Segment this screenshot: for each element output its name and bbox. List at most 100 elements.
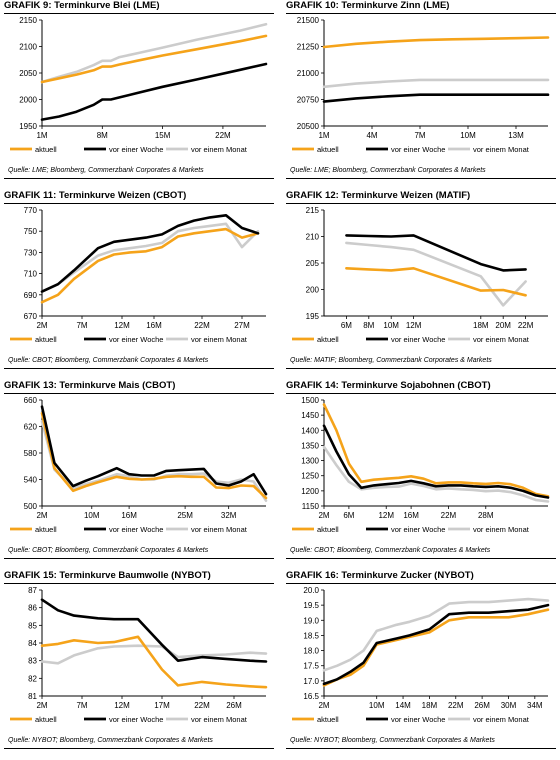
legend-label: vor einer Woche	[391, 525, 445, 534]
y-tick-label: 660	[24, 396, 38, 405]
bottom-rule	[4, 178, 274, 179]
chart-source: Quelle: CBOT; Bloomberg, Commerzbank Cor…	[8, 547, 209, 554]
x-tick-label: 1M	[36, 131, 47, 140]
legend-label: aktuell	[35, 335, 57, 344]
series-line-aktuell	[40, 635, 268, 689]
y-tick-label: 200	[306, 286, 320, 295]
y-tick-label: 1400	[301, 426, 319, 435]
y-tick-label: 16.5	[303, 692, 319, 701]
x-tick-label: 20M	[495, 321, 511, 330]
y-tick-label: 20500	[297, 122, 320, 131]
series-line-aktuell	[322, 608, 550, 687]
chart-source: Quelle: MATIF; Bloomberg, Commerzbank Co…	[290, 357, 492, 364]
bottom-rule	[4, 558, 274, 559]
y-tick-label: 19.5	[303, 601, 319, 610]
chart-title: GRAFIK 15: Terminkurve Baumwolle (NYBOT)	[4, 570, 211, 581]
y-tick-label: 500	[24, 502, 38, 511]
y-tick-label: 1200	[301, 487, 319, 496]
legend-label: vor einem Monat	[191, 335, 248, 344]
y-tick-label: 1950	[19, 122, 37, 131]
series-line-vor-einer-woche	[40, 62, 268, 121]
legend-label: vor einer Woche	[109, 715, 163, 724]
x-tick-label: 1M	[318, 131, 329, 140]
legend-label: aktuell	[317, 145, 339, 154]
chart-title: GRAFIK 16: Terminkurve Zucker (NYBOT)	[286, 570, 474, 581]
chart-source: Quelle: LME; Bloomberg, Commerzbank Corp…	[290, 167, 486, 174]
y-tick-label: 17.5	[303, 662, 319, 671]
x-tick-label: 15M	[155, 131, 171, 140]
chart-source: Quelle: NYBOT; Bloomberg, Commerzbank Co…	[8, 737, 213, 744]
chart-title: GRAFIK 12: Terminkurve Weizen (MATIF)	[286, 190, 471, 201]
series-line-aktuell	[322, 36, 550, 49]
x-tick-label: 32M	[221, 511, 237, 520]
x-tick-label: 22M	[518, 321, 534, 330]
series-line-vor-einem-monat	[322, 445, 550, 503]
legend-label: vor einer Woche	[109, 525, 163, 534]
y-tick-label: 2000	[19, 96, 37, 105]
x-tick-label: 22M	[448, 701, 464, 710]
y-tick-label: 750	[24, 227, 38, 236]
x-tick-label: 7M	[414, 131, 425, 140]
x-tick-label: 26M	[474, 701, 490, 710]
y-tick-label: 1250	[301, 472, 319, 481]
series-line-vor-einer-woche	[322, 603, 550, 686]
x-tick-label: 25M	[177, 511, 193, 520]
y-tick-label: 86	[28, 604, 37, 613]
y-tick-label: 670	[24, 312, 38, 321]
bottom-rule	[286, 178, 556, 179]
legend-label: vor einem Monat	[473, 715, 530, 724]
series-line-vor-einer-woche	[40, 405, 268, 496]
chart-title: GRAFIK 11: Terminkurve Weizen (CBOT)	[4, 190, 187, 201]
y-tick-label: 85	[28, 621, 37, 630]
x-tick-label: 22M	[194, 701, 210, 710]
series-line-vor-einer-woche	[40, 214, 260, 293]
y-tick-label: 540	[24, 476, 38, 485]
title-rule	[286, 393, 556, 394]
x-tick-label: 13M	[508, 131, 524, 140]
y-tick-label: 710	[24, 270, 38, 279]
x-tick-label: 22M	[194, 321, 210, 330]
chart-svg: 20500 20750 21000 21250 21500 1M 4M 7M 10M 13M akt…	[292, 16, 550, 154]
x-tick-label: 16M	[121, 511, 137, 520]
y-tick-label: 21000	[297, 69, 320, 78]
x-tick-label: 10M	[369, 701, 385, 710]
y-tick-label: 83	[28, 657, 37, 666]
series-line-aktuell	[322, 403, 550, 498]
title-rule	[286, 583, 556, 584]
legend-label: aktuell	[317, 335, 339, 344]
series-line-vor-einem-monat	[40, 644, 268, 665]
legend-label: aktuell	[35, 525, 57, 534]
x-tick-label: 22M	[441, 511, 457, 520]
y-tick-label: 215	[306, 206, 320, 215]
chart-svg: 16.5 17.0 17.5 18.0 18.5 19.0 19.5 20.0 2M 10M 14M…	[292, 586, 550, 724]
legend-label: aktuell	[317, 715, 339, 724]
series-line-vor-einem-monat	[322, 597, 550, 672]
legend-label: vor einer Woche	[391, 335, 445, 344]
y-tick-label: 20.0	[303, 586, 319, 595]
y-tick-label: 1300	[301, 457, 319, 466]
bottom-rule	[4, 368, 274, 369]
legend-label: vor einem Monat	[473, 145, 530, 154]
chart-panel: GRAFIK 10: Terminkurve Zinn (LME) 20500 20…	[286, 0, 556, 186]
y-tick-label: 1150	[302, 502, 320, 511]
chart-title: GRAFIK 13: Terminkurve Mais (CBOT)	[4, 380, 176, 391]
chart-source: Quelle: LME; Bloomberg, Commerzbank Corp…	[8, 167, 204, 174]
x-tick-label: 2M	[36, 701, 47, 710]
bottom-rule	[286, 558, 556, 559]
y-tick-label: 21250	[297, 43, 320, 52]
y-tick-label: 20750	[297, 96, 320, 105]
y-tick-label: 195	[306, 312, 320, 321]
y-tick-label: 620	[24, 423, 38, 432]
x-tick-label: 2M	[318, 511, 329, 520]
chart-panel: GRAFIK 12: Terminkurve Weizen (MATIF) 195…	[286, 190, 556, 376]
x-tick-label: 6M	[343, 511, 354, 520]
legend-label: vor einer Woche	[391, 715, 445, 724]
x-tick-label: 28M	[478, 511, 494, 520]
y-tick-label: 1450	[301, 411, 319, 420]
x-tick-label: 12M	[406, 321, 422, 330]
chart-panel: GRAFIK 14: Terminkurve Sojabohnen (CBOT)…	[286, 380, 556, 566]
y-tick-label: 18.0	[303, 647, 319, 656]
series-line-vor-einer-woche	[322, 424, 550, 499]
x-tick-label: 16M	[146, 321, 162, 330]
x-tick-label: 8M	[97, 131, 108, 140]
